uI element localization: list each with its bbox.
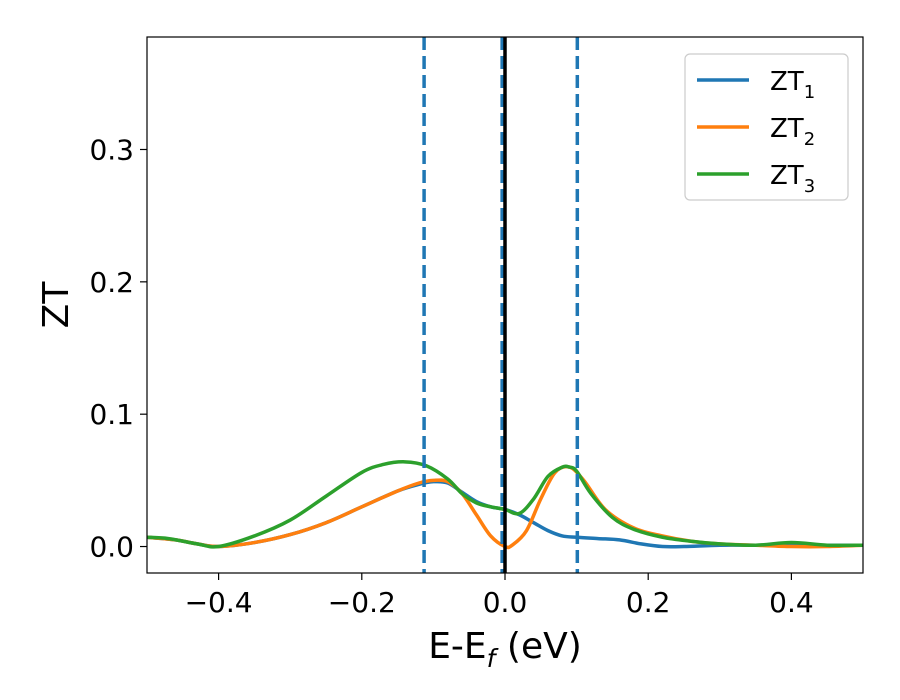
x-axis-title: E-Ef (eV) (428, 626, 582, 673)
x-axis-title-unit: (eV) (495, 626, 581, 667)
x-tick-label: 0.4 (769, 586, 814, 619)
x-tick-label: 0.0 (483, 586, 528, 619)
x-tick-label: −0.2 (328, 586, 396, 619)
legend-label-main: ZT (770, 114, 804, 144)
legend-label-zt3: ZT3 (770, 161, 815, 197)
legend-label-subscript: 3 (804, 176, 815, 197)
axes: −0.4 −0.2 0.0 0.2 0.4 0.0 0.1 0.2 0.3 E-Ef (eV) ZT (36, 36, 864, 673)
legend-label-zt1: ZT1 (770, 67, 815, 103)
legend-label-subscript: 1 (804, 82, 815, 103)
x-axis-title-main: E-E (428, 626, 486, 667)
y-tick-label: 0.3 (89, 133, 134, 166)
x-tick-label: 0.2 (626, 586, 671, 619)
legend-label-main: ZT (770, 161, 804, 191)
legend-label-subscript: 2 (804, 129, 815, 150)
legend-box (684, 53, 849, 201)
y-axis-title: ZT (36, 281, 77, 329)
x-tick-label: −0.4 (185, 586, 253, 619)
y-tick-label: 0.2 (89, 266, 134, 299)
series-line-zt3 (147, 460, 863, 549)
y-tick-label: 0.0 (89, 531, 134, 564)
plot-area (147, 37, 863, 573)
legend-label-main: ZT (770, 67, 804, 97)
y-tick-label: 0.1 (89, 398, 134, 431)
legend-label-zt2: ZT2 (770, 114, 815, 150)
